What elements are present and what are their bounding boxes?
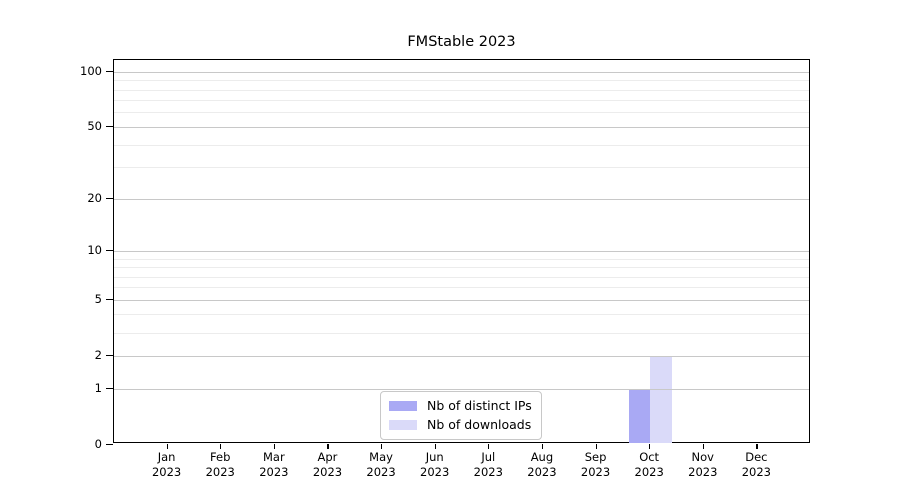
x-tick-label: Apr 2023 (312, 450, 343, 479)
legend-label-distinct-ips: Nb of distinct IPs (427, 398, 532, 413)
x-tick-mark (327, 444, 329, 449)
gridline-minor (114, 100, 809, 102)
x-tick-mark (381, 444, 383, 449)
x-tick-label: Oct 2023 (634, 450, 664, 479)
x-tick-mark (220, 444, 222, 449)
x-tick-mark (702, 444, 704, 449)
y-tick-label: 5 (94, 291, 102, 306)
x-tick-mark (434, 444, 436, 449)
x-tick-mark (541, 444, 544, 449)
gridline-major (114, 388, 809, 390)
gridline-minor (114, 167, 809, 169)
gridline-major (114, 71, 809, 73)
x-tick-label: Aug 2023 (527, 450, 557, 479)
y-tick-mark (106, 298, 113, 300)
y-tick-label: 2 (94, 347, 102, 362)
x-tick-mark (649, 444, 651, 449)
x-tick-mark (273, 444, 276, 449)
gridline-minor (114, 287, 809, 289)
gridline-major (114, 355, 809, 357)
y-tick-label: 10 (87, 242, 102, 257)
y-tick-label: 50 (87, 118, 102, 133)
y-tick-mark (106, 197, 113, 199)
x-tick-label: Feb 2023 (205, 450, 235, 479)
gridline-minor (114, 112, 809, 114)
y-tick-mark (106, 387, 113, 389)
y-tick-mark (106, 125, 113, 128)
legend-swatch-downloads-icon (389, 420, 417, 430)
y-tick-mark (106, 443, 113, 445)
x-tick-mark (595, 444, 597, 449)
x-tick-mark (756, 444, 758, 449)
y-tick-mark (106, 70, 113, 72)
legend-item-distinct-ips: Nb of distinct IPs (389, 398, 532, 414)
gridline-minor (114, 267, 809, 268)
x-tick-mark (166, 444, 168, 449)
x-tick-label: Jul 2023 (473, 450, 503, 479)
x-tick-label: Jun 2023 (420, 450, 450, 479)
y-tick-label: 20 (87, 190, 102, 205)
gridline-major (114, 250, 809, 252)
bar-downloads (650, 355, 672, 444)
y-tick-mark (106, 354, 113, 356)
gridline-minor (114, 80, 809, 82)
y-tick-label: 1 (94, 380, 102, 395)
legend-item-downloads: Nb of downloads (389, 417, 532, 433)
gridline-minor (114, 332, 809, 334)
legend: Nb of distinct IPs Nb of downloads (380, 391, 542, 440)
x-tick-label: Mar 2023 (259, 450, 289, 479)
x-tick-label: Nov 2023 (688, 450, 718, 479)
y-tick-label: 0 (94, 436, 102, 451)
gridline-minor (114, 144, 809, 146)
chart-title: FMStable 2023 (407, 34, 516, 50)
legend-label-downloads: Nb of downloads (427, 417, 532, 432)
plot-area: Nb of distinct IPs Nb of downloads (113, 59, 810, 444)
legend-swatch-distinct-ips-icon (389, 401, 417, 411)
gridline-minor (114, 276, 809, 278)
x-tick-mark (488, 444, 490, 449)
x-tick-label: Jan 2023 (151, 450, 182, 479)
y-tick-label: 100 (80, 63, 102, 78)
bar-distinct-ips (628, 388, 651, 444)
gridline-minor (114, 314, 809, 316)
y-tick-mark (106, 249, 113, 251)
gridline-major (114, 299, 809, 301)
gridline-minor (114, 258, 809, 260)
gridline-major (114, 126, 809, 128)
x-tick-label: Sep 2023 (580, 450, 611, 479)
x-tick-label: Dec 2023 (741, 450, 772, 479)
x-tick-label: May 2023 (366, 450, 396, 479)
gridline-major (114, 198, 809, 200)
gridline-minor (114, 89, 809, 91)
